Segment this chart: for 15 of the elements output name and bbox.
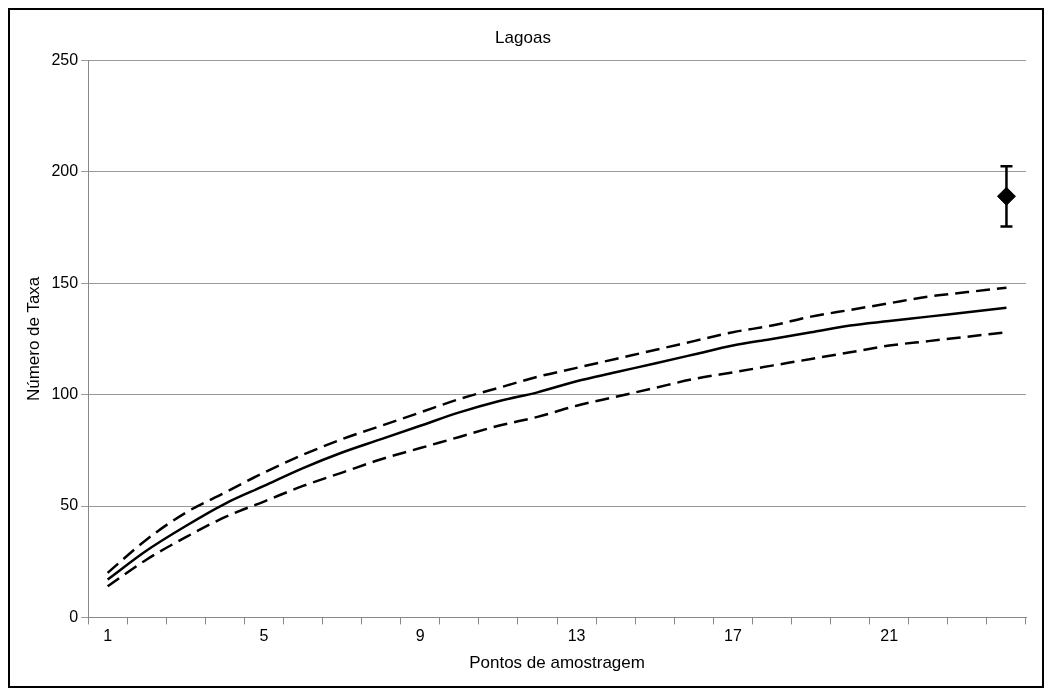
x-tick-label: 17 xyxy=(724,627,742,645)
y-axis-title: Número de Taxa xyxy=(23,276,43,402)
chart-title: Lagoas xyxy=(495,27,551,47)
x-tick-label: 1 xyxy=(103,627,113,645)
y-tick-label: 0 xyxy=(69,607,79,625)
y-tick-label: 200 xyxy=(51,162,79,180)
y-tick-label: 150 xyxy=(51,273,79,291)
x-tick-label: 5 xyxy=(259,627,269,645)
y-tick-label: 50 xyxy=(60,496,79,514)
x-tick-label: 21 xyxy=(880,627,899,645)
y-tick-label: 250 xyxy=(51,50,79,68)
x-tick-label: 13 xyxy=(567,627,586,645)
x-axis-title: Pontos de amostragem xyxy=(469,653,645,673)
y-tick-label: 100 xyxy=(51,385,79,403)
x-tick-label: 9 xyxy=(415,627,425,645)
